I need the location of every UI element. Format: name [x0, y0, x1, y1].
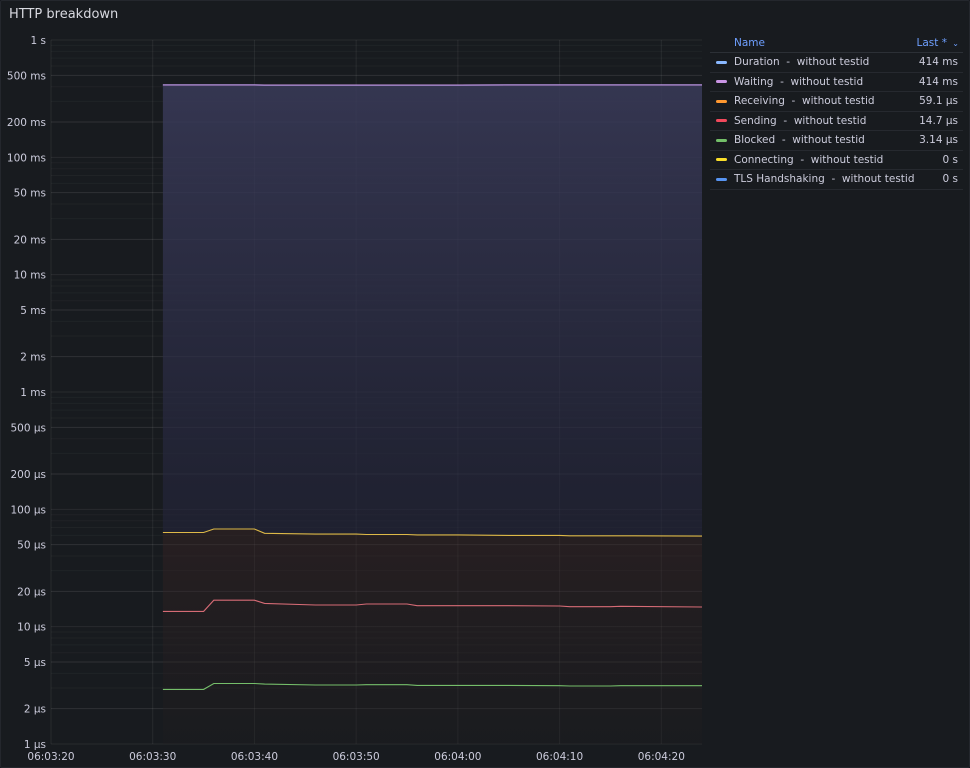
legend-item-last-value: 14.7 µs [919, 114, 958, 127]
y-tick-label: 5 µs [24, 657, 46, 669]
legend-last-sort-button[interactable]: Last * ⌄ [916, 37, 959, 49]
legend-item[interactable]: Duration - without testid 414 ms [710, 53, 963, 73]
legend-item-last-value: 0 s [942, 153, 959, 166]
y-tick-label: 20 µs [17, 586, 46, 598]
y-tick-label: 200 µs [10, 469, 46, 481]
legend-item-last-value: 414 ms [918, 75, 958, 88]
y-tick-label: 5 ms [20, 305, 46, 317]
series-color-swatch [716, 138, 727, 142]
legend-item[interactable]: Waiting - without testid 414 ms [710, 73, 963, 92]
y-tick-label: 500 ms [7, 70, 46, 82]
legend-item-last-value: 3.14 µs [919, 134, 958, 147]
y-tick-label: 10 µs [17, 622, 46, 634]
legend-table: Name Last * ⌄ Duration - without testid 4… [710, 33, 963, 190]
duration-area-fill [162, 84, 702, 537]
x-tick-label: 06:03:30 [129, 751, 176, 763]
legend-last-header: Last * [916, 36, 947, 49]
y-tick-label: 1 µs [24, 739, 46, 751]
series-color-swatch [716, 158, 727, 162]
x-tick-label: 06:03:40 [231, 751, 278, 763]
x-tick-label: 06:04:20 [638, 751, 685, 763]
series-color-swatch [716, 80, 727, 84]
legend-item-name: Blocked - without testid [734, 134, 865, 147]
series-color-swatch [716, 60, 727, 64]
series-color-swatch [716, 99, 727, 103]
x-tick-label: 06:03:20 [27, 751, 74, 763]
legend-item[interactable]: Receiving - without testid 59.1 µs [710, 92, 963, 112]
receiving-area-fill [162, 529, 702, 744]
legend-item-name: Connecting - without testid [734, 153, 884, 166]
y-tick-label: 500 µs [10, 422, 46, 434]
legend-item-name: Receiving - without testid [734, 95, 875, 108]
y-tick-label: 2 ms [20, 352, 46, 364]
y-tick-label: 50 µs [17, 540, 46, 552]
y-tick-label: 10 ms [14, 270, 46, 282]
legend-item-name: Duration - without testid [734, 56, 870, 69]
legend-item-last-value: 414 ms [918, 56, 958, 69]
chevron-down-icon: ⌄ [952, 38, 959, 48]
legend-item[interactable]: TLS Handshaking - without testid 0 s [710, 170, 963, 190]
y-tick-label: 1 s [31, 35, 47, 47]
y-tick-label: 20 ms [14, 234, 46, 246]
y-tick-label: 100 ms [7, 152, 46, 164]
panel-title[interactable]: HTTP breakdown [9, 7, 119, 22]
legend-item[interactable]: Connecting - without testid 0 s [710, 151, 963, 170]
series-line-5 [162, 682, 702, 690]
chart-area[interactable]: 1 s 500 ms 200 ms 100 ms 50 ms 20 ms 10 ms 5 ms… [1, 1, 707, 767]
y-tick-label: 2 µs [24, 704, 46, 716]
legend-item-name: Waiting - without testid [734, 75, 864, 88]
legend-item-name: Sending - without testid [734, 114, 867, 127]
x-tick-label: 06:03:50 [333, 751, 380, 763]
legend-item[interactable]: Blocked - without testid 3.14 µs [710, 131, 963, 151]
y-tick-label: 100 µs [10, 504, 46, 516]
legend-item[interactable]: Sending - without testid 14.7 µs [710, 112, 963, 131]
y-tick-label: 200 ms [7, 117, 46, 129]
legend-item-name: TLS Handshaking - without testid [734, 173, 915, 186]
y-tick-label: 50 ms [14, 188, 46, 200]
legend-header: Name Last * ⌄ [710, 33, 963, 53]
x-tick-label: 06:04:00 [434, 751, 481, 763]
legend-name-header: Name [734, 36, 765, 49]
series-color-swatch [716, 177, 727, 181]
series-line-3 [162, 528, 703, 537]
series-line-4 [162, 599, 703, 612]
series-color-swatch [716, 119, 727, 123]
y-tick-label: 1 ms [20, 387, 46, 399]
legend-item-last-value: 59.1 µs [919, 95, 958, 108]
x-tick-label: 06:04:10 [536, 751, 583, 763]
legend-item-last-value: 0 s [942, 173, 959, 186]
